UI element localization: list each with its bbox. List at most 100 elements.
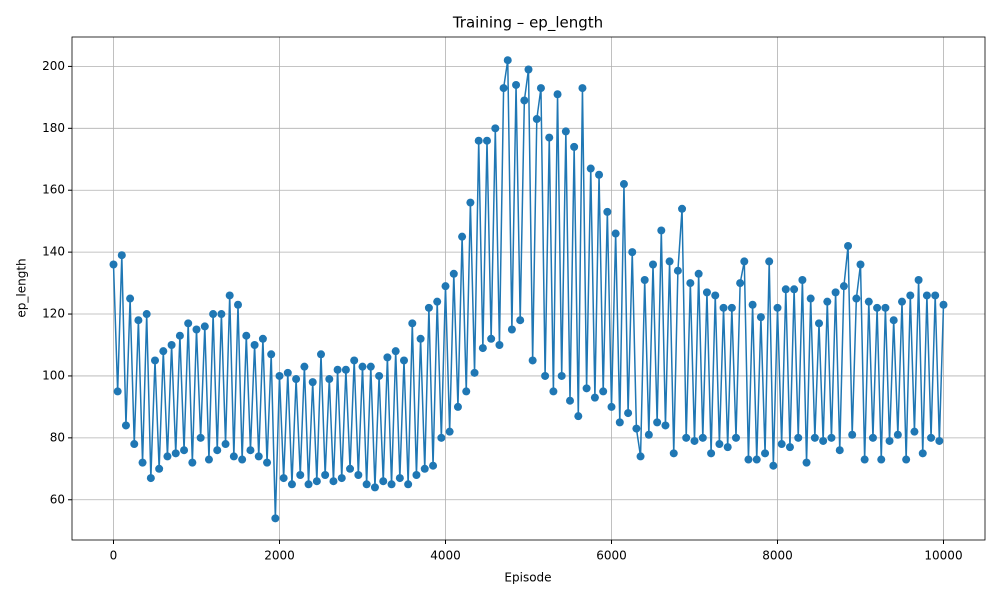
point	[213, 446, 222, 455]
point	[644, 430, 653, 439]
x-tick-label: 2000	[264, 549, 295, 563]
point	[499, 84, 508, 93]
point	[736, 279, 745, 288]
point	[400, 356, 408, 365]
point	[495, 340, 504, 349]
point	[362, 480, 371, 489]
plot-frame	[71, 36, 986, 541]
point	[603, 207, 612, 216]
point	[445, 427, 454, 436]
point	[756, 313, 765, 322]
point	[711, 291, 720, 300]
point	[719, 303, 728, 312]
point	[242, 331, 251, 340]
point	[723, 443, 732, 452]
point	[678, 204, 687, 213]
point	[221, 440, 230, 449]
y-tick-label: 180	[42, 121, 65, 135]
x-tick-label: 4000	[430, 549, 461, 563]
point	[881, 303, 890, 312]
point	[624, 409, 633, 418]
point	[873, 303, 882, 312]
point	[744, 455, 753, 464]
point	[615, 418, 624, 427]
point	[333, 365, 342, 374]
point	[117, 251, 126, 260]
point	[109, 260, 118, 269]
point	[790, 285, 799, 294]
point	[765, 257, 774, 266]
point	[922, 291, 931, 300]
point	[802, 458, 811, 467]
point	[503, 56, 512, 65]
point	[698, 433, 707, 442]
point	[785, 443, 794, 452]
point	[395, 474, 404, 483]
point	[192, 325, 201, 334]
point	[204, 455, 213, 464]
point	[188, 458, 197, 467]
point	[449, 269, 458, 278]
point	[707, 449, 716, 458]
point	[806, 294, 815, 303]
point	[694, 269, 703, 278]
point	[271, 514, 280, 523]
point	[553, 90, 562, 99]
point	[184, 319, 193, 328]
point	[412, 470, 421, 479]
point	[325, 375, 334, 384]
y-tick-label: 140	[42, 245, 65, 259]
point	[474, 136, 483, 145]
point	[773, 303, 782, 312]
point	[238, 455, 247, 464]
point	[682, 433, 691, 442]
point	[196, 433, 205, 442]
point	[209, 310, 218, 319]
point	[370, 483, 379, 492]
point	[300, 362, 309, 371]
point	[151, 356, 159, 365]
point	[669, 449, 678, 458]
point	[292, 375, 301, 384]
point	[690, 436, 699, 445]
point	[607, 402, 616, 411]
point	[404, 480, 413, 489]
point	[906, 291, 915, 300]
point	[155, 464, 164, 473]
point	[918, 449, 927, 458]
point	[180, 446, 189, 455]
point	[126, 294, 135, 303]
point	[653, 418, 662, 427]
point	[769, 461, 778, 470]
point	[835, 446, 844, 455]
point	[512, 80, 521, 89]
point	[366, 362, 375, 371]
point	[341, 365, 350, 374]
point	[354, 470, 363, 479]
point	[478, 344, 487, 353]
point	[590, 393, 599, 402]
point	[416, 334, 425, 343]
point	[868, 433, 877, 442]
point	[159, 347, 168, 356]
point	[433, 297, 442, 306]
point	[732, 433, 740, 442]
point	[420, 464, 429, 473]
point	[246, 446, 255, 455]
point	[163, 452, 172, 461]
x-axis-label: Episode	[504, 571, 551, 585]
point	[267, 350, 276, 359]
point	[358, 362, 367, 371]
point	[657, 226, 666, 235]
point	[424, 303, 433, 312]
point	[844, 241, 853, 250]
point	[628, 248, 637, 257]
x-tick-label: 10000	[924, 549, 962, 563]
point	[350, 356, 359, 365]
point	[578, 84, 587, 93]
point	[931, 291, 940, 300]
x-tick-label: 0	[110, 549, 118, 563]
point	[507, 325, 516, 334]
point	[279, 474, 288, 483]
point	[487, 334, 496, 343]
